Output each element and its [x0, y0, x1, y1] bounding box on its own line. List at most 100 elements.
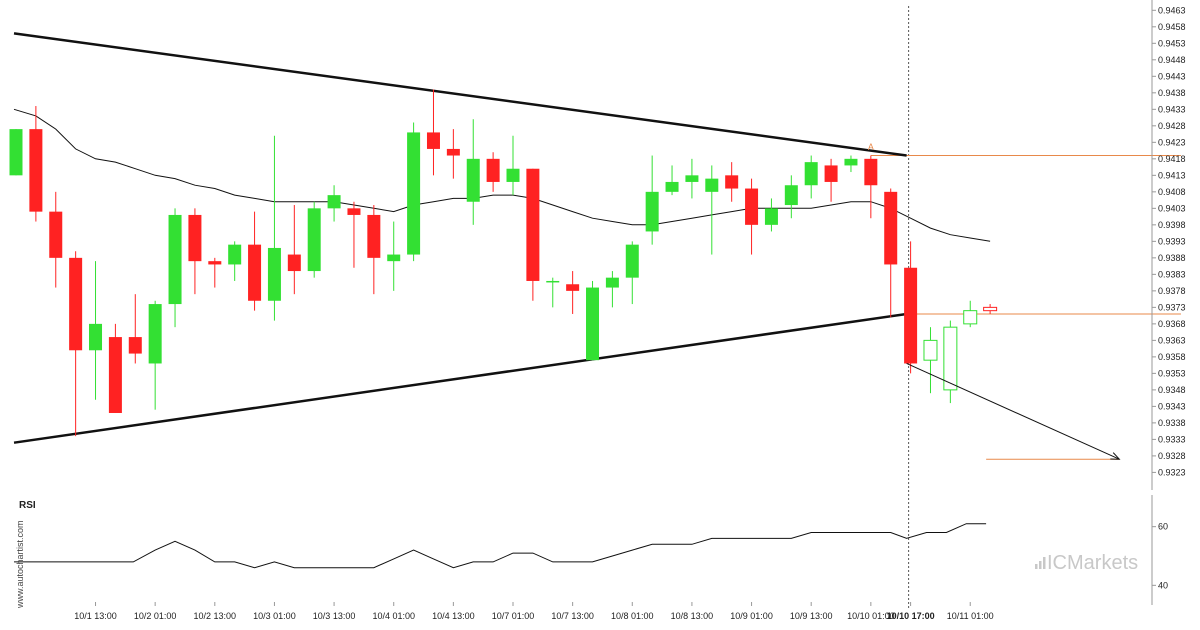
candle-3	[69, 251, 83, 437]
candle-body-26	[526, 168, 540, 281]
time-tick-label-9: 10/8 01:00	[611, 611, 654, 621]
candle-27	[546, 277, 560, 308]
candle-45	[904, 241, 918, 374]
trendline-0	[13, 32, 907, 157]
candle-6	[128, 294, 142, 364]
candle-21	[426, 89, 440, 176]
candle-body-23	[466, 158, 480, 202]
candle-14	[287, 205, 301, 295]
time-axis: 10/1 13:00 10/2 01:00 10/2 13:00 10/3 01:00…	[74, 602, 994, 621]
price-tick-label-17: 0.9378	[1158, 286, 1186, 296]
time-tick-label-14: 10/10 17:00	[887, 611, 935, 621]
candle-47	[943, 320, 958, 404]
candle-13	[267, 135, 281, 321]
price-tick-label-14: 0.9393	[1158, 236, 1186, 246]
candle-31	[625, 241, 639, 305]
candle-39	[784, 175, 798, 219]
candle-37	[745, 178, 759, 255]
time-tick-label-15: 10/11 01:00	[947, 611, 994, 621]
candle-22	[446, 129, 460, 179]
projection-line	[906, 363, 1120, 460]
candle-body-6	[128, 337, 142, 354]
time-tick-label-13: 10/10 01:00	[847, 611, 895, 621]
price-tick-label-27: 0.9328	[1158, 451, 1186, 461]
candle-body-11	[228, 244, 242, 265]
candle-0	[9, 129, 23, 176]
price-tick-label-15: 0.9388	[1158, 253, 1186, 263]
time-tick-label-11: 10/9 01:00	[730, 611, 773, 621]
candle-25	[506, 135, 520, 196]
rsi-tick-label-0: 60	[1158, 522, 1168, 532]
brand-bar-3	[1043, 557, 1046, 569]
price-tick-label-0: 0.9463	[1158, 5, 1186, 15]
price-tick-label-2: 0.9453	[1158, 38, 1186, 48]
candle-body-3	[69, 257, 83, 351]
time-tick-label-0: 10/1 13:00	[74, 611, 117, 621]
candle-body-43	[864, 158, 878, 186]
price-tick-label-13: 0.9398	[1158, 220, 1186, 230]
price-tick-label-18: 0.9373	[1158, 302, 1186, 312]
candle-44	[884, 188, 898, 318]
candle-body-13	[267, 247, 281, 301]
price-tick-label-9: 0.9418	[1158, 154, 1186, 164]
candle-body-41	[824, 165, 838, 182]
price-tick-label-24: 0.9343	[1158, 401, 1186, 411]
candle-body-44	[884, 191, 898, 265]
price-tick-label-22: 0.9353	[1158, 368, 1186, 378]
candle-19	[387, 221, 401, 291]
price-tick-label-8: 0.9423	[1158, 137, 1186, 147]
price-tick-label-20: 0.9363	[1158, 335, 1186, 345]
candle-9	[188, 208, 202, 295]
candle-body-12	[248, 244, 262, 301]
brand-text: ICMarkets	[1047, 552, 1138, 574]
candle-36	[725, 162, 739, 202]
candle-body-29	[586, 287, 600, 361]
candle-body-47	[943, 326, 958, 391]
candle-body-16	[327, 195, 341, 209]
candle-body-20	[407, 132, 421, 255]
candle-41	[824, 158, 838, 202]
price-tick-label-23: 0.9348	[1158, 385, 1186, 395]
price-tick-label-19: 0.9368	[1158, 319, 1186, 329]
trendlines	[13, 32, 907, 444]
candle-38	[764, 198, 778, 232]
candle-body-18	[367, 214, 381, 258]
candle-body-15	[307, 208, 321, 272]
brand-logo: ICMarkets	[1035, 552, 1138, 574]
candle-body-9	[188, 214, 202, 262]
candle-20	[407, 122, 421, 262]
time-tick-label-3: 10/3 01:00	[253, 611, 296, 621]
candle-body-27	[546, 280, 560, 283]
candle-body-49	[983, 306, 998, 312]
candle-49	[983, 304, 998, 314]
rsi-tick-label-1: 40	[1158, 580, 1168, 590]
candlesticks	[9, 89, 998, 437]
candle-body-35	[705, 178, 719, 192]
price-tick-label-28: 0.9323	[1158, 467, 1186, 477]
candle-26	[526, 168, 540, 301]
candle-16	[327, 185, 341, 222]
time-tick-label-12: 10/9 13:00	[790, 611, 833, 621]
candle-42	[844, 155, 858, 173]
candle-35	[705, 165, 719, 255]
candle-32	[645, 155, 659, 245]
candle-body-4	[89, 323, 103, 351]
candle-body-24	[486, 158, 500, 182]
candle-body-32	[645, 191, 659, 232]
moving-average-line	[13, 108, 991, 242]
candle-15	[307, 201, 321, 278]
candle-body-42	[844, 158, 858, 166]
candle-28	[566, 271, 580, 314]
price-axis: 0.9463 0.9458 0.9453 0.9448 0.9443 0.9438 0.94…	[1151, 0, 1186, 490]
candle-body-0	[9, 129, 23, 176]
candle-7	[148, 300, 162, 410]
time-tick-label-10: 10/8 13:00	[671, 611, 714, 621]
time-tick-label-4: 10/3 13:00	[313, 611, 356, 621]
candle-body-2	[49, 211, 63, 258]
rsi-panel: RSI 60 40	[14, 495, 1168, 605]
time-tick-label-1: 10/2 01:00	[134, 611, 177, 621]
brand-bar-1	[1035, 564, 1038, 569]
candle-43	[864, 155, 878, 219]
price-tick-label-6: 0.9433	[1158, 104, 1186, 114]
candle-18	[367, 205, 381, 295]
